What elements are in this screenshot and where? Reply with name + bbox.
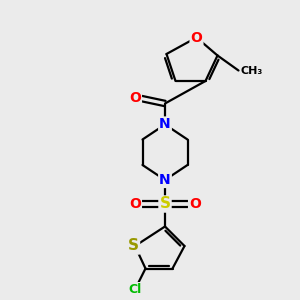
Text: O: O — [129, 91, 141, 104]
Text: O: O — [129, 197, 141, 211]
Text: S: S — [128, 238, 139, 253]
Text: O: O — [189, 197, 201, 211]
Text: N: N — [159, 118, 171, 131]
Text: CH₃: CH₃ — [241, 65, 263, 76]
Text: N: N — [159, 173, 171, 187]
Text: Cl: Cl — [128, 283, 142, 296]
Text: S: S — [160, 196, 170, 211]
Text: O: O — [190, 31, 202, 44]
